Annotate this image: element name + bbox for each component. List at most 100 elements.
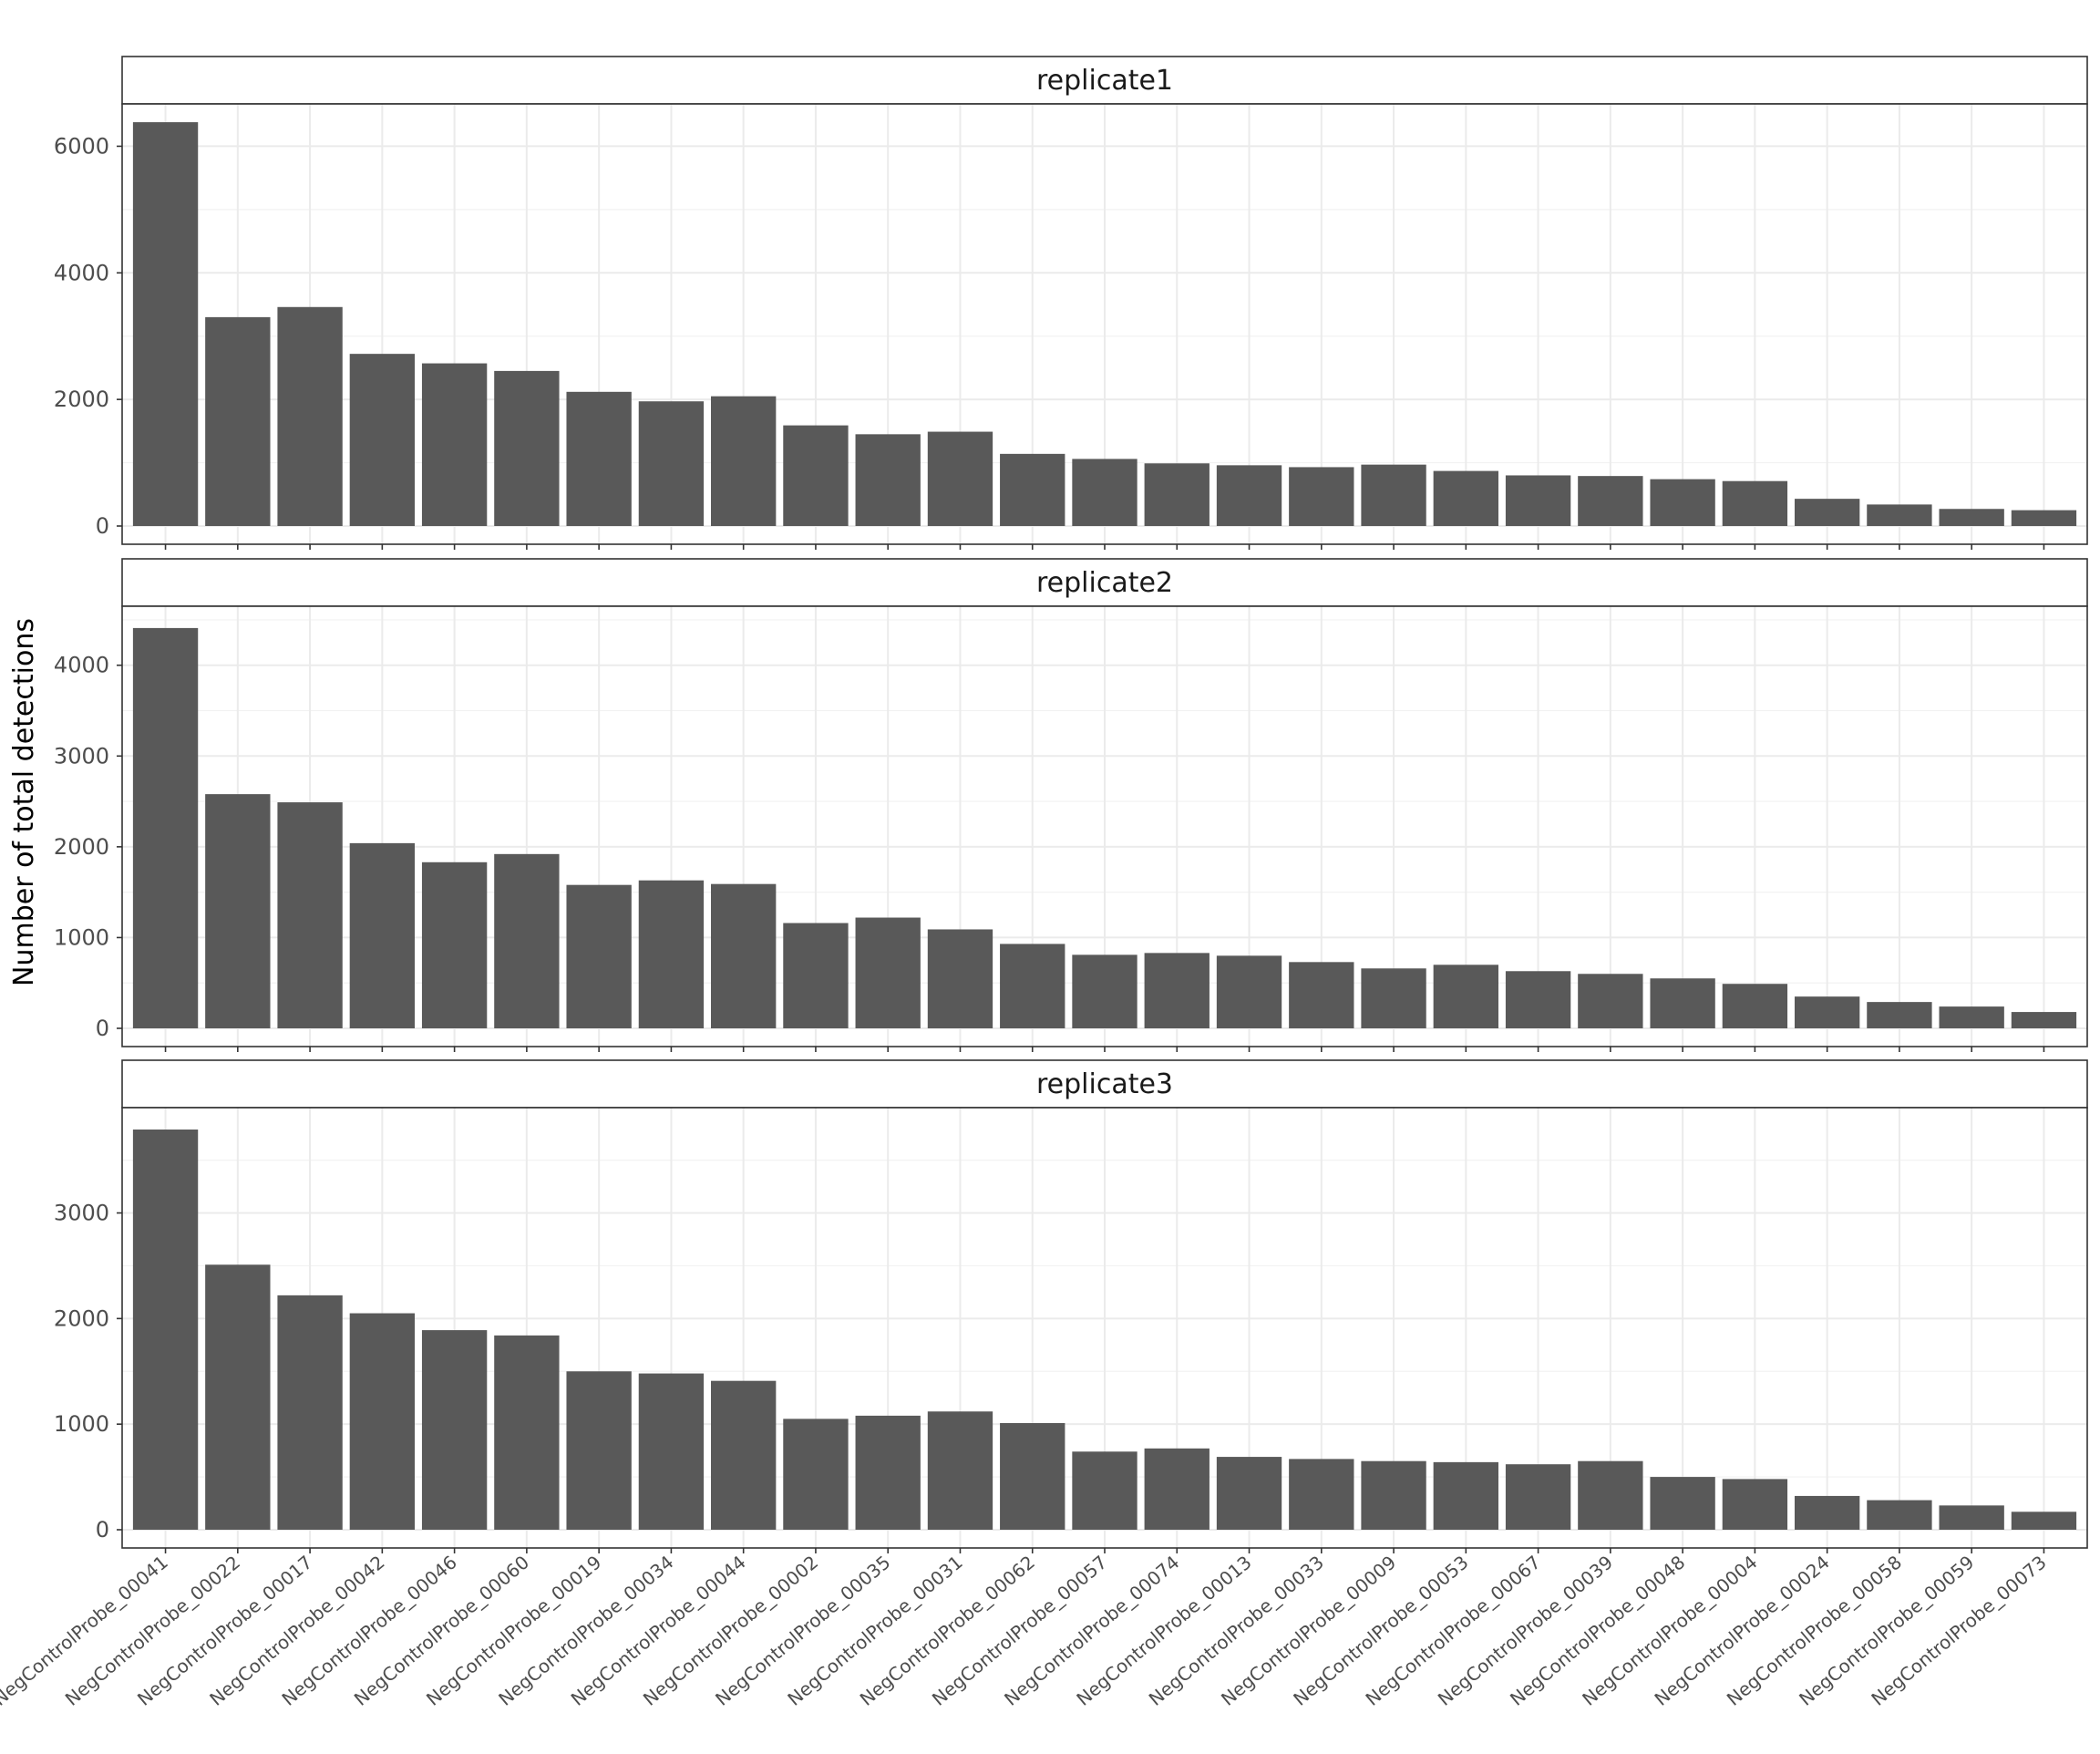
- bar-NegControlProbe_00013: [1216, 955, 1282, 1028]
- bar-NegControlProbe_00039: [1578, 1460, 1643, 1530]
- y-tick-label: 0: [96, 513, 109, 539]
- bar-NegControlProbe_00013: [1216, 465, 1282, 526]
- bar-NegControlProbe_00034: [638, 401, 705, 526]
- y-tick-label: 1000: [54, 924, 109, 950]
- facet-strip-label: replicate3: [1036, 1068, 1173, 1100]
- bar-NegControlProbe_00004: [1722, 1479, 1788, 1530]
- facet-strip-label: replicate1: [1036, 65, 1173, 97]
- bar-NegControlProbe_00042: [349, 354, 416, 526]
- bar-NegControlProbe_00004: [1722, 480, 1788, 526]
- bar-NegControlProbe_00009: [1361, 968, 1426, 1028]
- bar-NegControlProbe_00053: [1433, 470, 1498, 526]
- bar-NegControlProbe_00057: [1072, 459, 1138, 526]
- bar-NegControlProbe_00002: [783, 425, 849, 526]
- panel-3: replicate3 0 1000 2000 3000: [54, 1059, 2088, 1553]
- bar-NegControlProbe_00046: [421, 1330, 488, 1530]
- bar-NegControlProbe_00062: [1000, 453, 1065, 526]
- panel-1: replicate1 0 2000 4000 6000: [54, 56, 2088, 550]
- bar-NegControlProbe_00035: [855, 1415, 921, 1530]
- y-tick-label: 2000: [54, 1305, 109, 1331]
- bar-NegControlProbe_00067: [1505, 971, 1571, 1028]
- bar-NegControlProbe_00019: [566, 1371, 632, 1530]
- facet-strip: [121, 558, 2088, 607]
- bar-NegControlProbe_00053: [1433, 965, 1498, 1028]
- bar-NegControlProbe_00009: [1361, 1460, 1426, 1530]
- bar-NegControlProbe_00074: [1144, 1448, 1210, 1530]
- bar-NegControlProbe_00033: [1289, 962, 1354, 1028]
- bar-NegControlProbe_00009: [1361, 464, 1426, 526]
- y-tick-label: 3000: [54, 1201, 109, 1226]
- bar-NegControlProbe_00017: [277, 802, 343, 1028]
- bar-NegControlProbe_00046: [421, 363, 488, 526]
- bar-NegControlProbe_00041: [132, 627, 199, 1028]
- bar-NegControlProbe_00044: [711, 883, 777, 1028]
- bar-NegControlProbe_00034: [638, 880, 705, 1028]
- y-tick-label: 4000: [54, 260, 109, 285]
- bar-NegControlProbe_00013: [1216, 1457, 1282, 1530]
- bar-NegControlProbe_00053: [1433, 1461, 1498, 1530]
- bar-NegControlProbe_00057: [1072, 1451, 1138, 1530]
- bar-NegControlProbe_00048: [1650, 479, 1715, 526]
- panel-border: [121, 1107, 2088, 1549]
- bar-NegControlProbe_00062: [1000, 1423, 1065, 1530]
- bar-NegControlProbe_00041: [132, 1130, 199, 1530]
- bar-NegControlProbe_00074: [1144, 953, 1210, 1028]
- bar-NegControlProbe_00039: [1578, 476, 1643, 526]
- bar-NegControlProbe_00017: [277, 1295, 343, 1530]
- bar-NegControlProbe_00022: [205, 316, 271, 526]
- bar-NegControlProbe_00002: [783, 923, 849, 1028]
- bar-NegControlProbe_00022: [205, 794, 271, 1028]
- bar-NegControlProbe_00074: [1144, 463, 1210, 526]
- panel-2: replicate2 0 1000 2000 3000 4000: [54, 558, 2088, 1052]
- bar-NegControlProbe_00073: [2011, 510, 2077, 526]
- bar-NegControlProbe_00031: [927, 929, 993, 1028]
- bar-NegControlProbe_00046: [421, 862, 488, 1028]
- bar-NegControlProbe_00019: [566, 884, 632, 1028]
- bar-NegControlProbe_00024: [1794, 996, 1860, 1028]
- bar-NegControlProbe_00002: [783, 1419, 849, 1530]
- bar-NegControlProbe_00041: [132, 122, 199, 526]
- bar-NegControlProbe_00058: [1867, 1500, 1932, 1530]
- bar-NegControlProbe_00073: [2011, 1512, 2077, 1530]
- bar-NegControlProbe_00059: [1939, 509, 2004, 526]
- bar-NegControlProbe_00058: [1867, 504, 1932, 526]
- bar-NegControlProbe_00067: [1505, 475, 1571, 526]
- bar-NegControlProbe_00035: [855, 917, 921, 1028]
- bar-NegControlProbe_00057: [1072, 954, 1138, 1028]
- bar-NegControlProbe_00060: [494, 853, 560, 1028]
- y-tick-label: 0: [96, 1517, 109, 1542]
- y-tick-label: 3000: [54, 743, 109, 769]
- facet-strip: [121, 1059, 2088, 1109]
- bar-NegControlProbe_00024: [1794, 499, 1860, 526]
- bar-NegControlProbe_00022: [205, 1264, 271, 1530]
- bar-NegControlProbe_00067: [1505, 1464, 1571, 1530]
- bar-NegControlProbe_00019: [566, 391, 632, 526]
- bar-NegControlProbe_00059: [1939, 1505, 2004, 1530]
- panel-border: [121, 103, 2088, 545]
- bar-NegControlProbe_00044: [711, 1380, 777, 1530]
- bar-NegControlProbe_00048: [1650, 978, 1715, 1028]
- x-axis-labels: NegControlProbe_00041NegControlProbe_000…: [0, 1551, 2051, 1709]
- bar-NegControlProbe_00034: [638, 1373, 705, 1530]
- bar-NegControlProbe_00031: [927, 1411, 993, 1530]
- y-tick-label: 2000: [54, 834, 109, 860]
- bar-NegControlProbe_00073: [2011, 1012, 2077, 1028]
- bar-NegControlProbe_00044: [711, 396, 777, 526]
- bar-NegControlProbe_00039: [1578, 974, 1643, 1028]
- bar-NegControlProbe_00017: [277, 306, 343, 526]
- bar-NegControlProbe_00059: [1939, 1006, 2004, 1028]
- bar-NegControlProbe_00060: [494, 1335, 560, 1530]
- bar-NegControlProbe_00042: [349, 1313, 416, 1530]
- bar-NegControlProbe_00033: [1289, 467, 1354, 526]
- bar-NegControlProbe_00042: [349, 842, 416, 1028]
- bar-NegControlProbe_00062: [1000, 944, 1065, 1028]
- y-tick-label: 1000: [54, 1411, 109, 1437]
- bar-NegControlProbe_00058: [1867, 1002, 1932, 1028]
- bar-NegControlProbe_00060: [494, 370, 560, 526]
- y-tick-label: 2000: [54, 387, 109, 412]
- bar-NegControlProbe_00048: [1650, 1477, 1715, 1530]
- bar-NegControlProbe_00024: [1794, 1495, 1860, 1530]
- facet-strip: [121, 56, 2088, 105]
